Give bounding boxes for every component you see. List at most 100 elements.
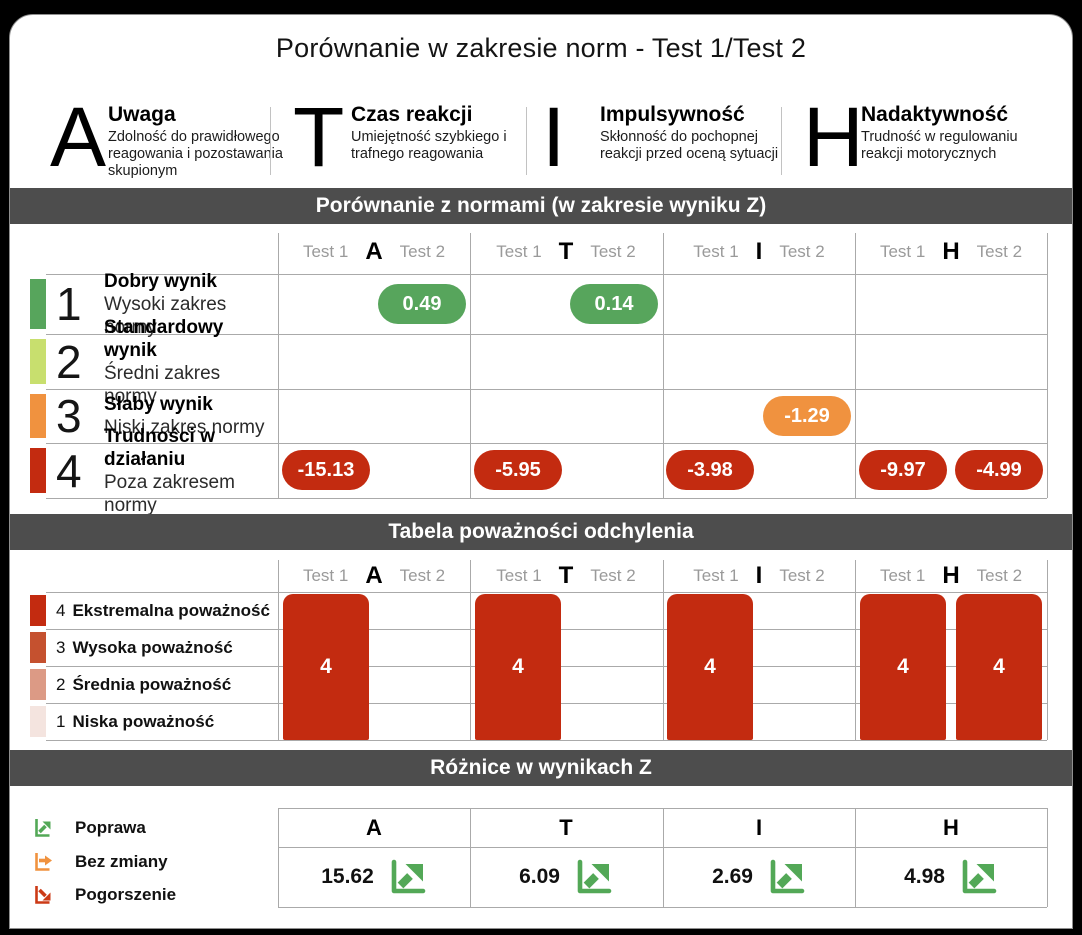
grid-line [278,847,1047,848]
severity-bar-h-test1: 4 [860,594,946,740]
diff-cell-t: 6.09 [470,848,662,906]
severity-bar-h-test2: 4 [956,594,1042,740]
norm-row-1: 1 Dobry wynik Wysoki zakres normy [10,271,278,338]
diff-value: 6.09 [519,865,560,888]
metric-header-hyperactivity: H Nadaktywność Trudność w regulowaniu re… [803,93,1041,195]
divider [781,107,782,175]
grid-line [663,808,664,907]
trend-up-icon [33,817,55,839]
diff-cell-i: 2.69 [663,848,855,906]
column-header-a: Test 1 A Test 2 [278,230,470,274]
severity-color-swatch [30,595,46,626]
band-number: 3 [56,390,82,442]
legend-improvement: Poprawa [33,816,146,840]
diff-value: 15.62 [321,865,374,888]
section-header-differences: Różnice w wynikach Z [10,750,1072,786]
column-letter: H [942,562,960,589]
legend-label: Pogorszenie [75,885,177,904]
metric-description: Zdolność do prawidłowego reagowania i po… [108,129,283,179]
column-header-h: Test 1 H Test 2 [855,560,1047,592]
grid-line [46,592,1047,593]
severity-row-1: 1 Niska poważność [10,703,278,740]
severity-bar-t-test1: 4 [475,594,561,740]
test1-label: Test 1 [879,242,926,261]
column-letter: I [755,562,763,589]
metric-name: Czas reakcji [351,103,473,126]
column-letter: T [558,562,574,589]
grid-line [46,740,1047,741]
column-letter: A [365,562,383,589]
norm-row-4: 4 Trudności w działaniu Poza zakresem no… [10,426,278,516]
grid-line [470,233,471,498]
norm-row-2: 2 Standardowy wynik Średni zakres normy [10,317,278,407]
severity-number: 3 [56,637,66,657]
severity-label: Niska poważność [72,711,215,731]
column-header-h: Test 1 H Test 2 [855,230,1047,274]
test1-label: Test 1 [879,566,926,585]
grid-line [470,808,471,907]
band-title: Standardowy wynik [104,316,224,361]
page-title: Porównanie w zakresie norm - Test 1/Test… [275,33,807,63]
test1-label: Test 1 [496,566,542,585]
band-number: 2 [56,335,82,388]
grid-line [278,560,279,740]
diff-value: 2.69 [712,865,753,888]
test2-label: Test 2 [779,566,825,585]
metric-description: Trudność w regulowaniu reakcji motoryczn… [861,129,1018,162]
severity-row-2: 2 Średnia poważność [10,666,278,703]
severity-color-swatch [30,632,46,663]
report-panel: Porównanie w zakresie norm - Test 1/Test… [9,14,1073,929]
norm-row-3: 3 Słaby wynik Niski zakres normy [10,389,278,443]
column-header-i: Test 1 I Test 2 [663,560,855,592]
pill-a-test1: -15.13 [282,450,370,490]
pill-a-test2: 0.49 [378,284,466,324]
pill-h-test2: -4.99 [955,450,1043,490]
band-color-swatch [30,339,46,384]
grid-line [46,443,1047,444]
test1-label: Test 1 [302,566,349,585]
metric-name: Impulsywność [600,103,745,126]
grid-line [663,560,664,740]
trend-up-icon [573,857,613,897]
grid-line [278,233,279,498]
grid-line [278,808,279,907]
grid-line [1047,808,1048,907]
diff-cell-h: 4.98 [855,848,1047,906]
diff-cell-a: 15.62 [278,848,470,906]
column-letter: A [365,238,383,265]
test2-label: Test 2 [976,566,1023,585]
band-number: 4 [56,444,82,497]
band-subtitle: Średni zakres normy [104,362,221,407]
section-header-norms: Porównanie z normami (w zakresie wyniku … [10,188,1072,224]
column-letter: I [755,238,763,265]
column-header-t: Test 1 T Test 2 [470,560,662,592]
grid-line [46,274,1047,275]
test1-label: Test 1 [302,242,349,261]
trend-flat-icon [33,851,55,873]
column-header-i: Test 1 I Test 2 [663,230,855,274]
grid-line [46,389,1047,390]
band-title: Słaby wynik [104,394,213,415]
legend-no-change: Bez zmiany [33,850,168,874]
grid-line [278,907,1047,908]
grid-line [663,233,664,498]
metric-description: Umiejętność szybkiego i trafnego reagowa… [351,129,507,162]
severity-label: Średnia poważność [72,674,232,694]
band-subtitle: Poza zakresem normy [104,471,235,516]
diff-header-a: A [366,815,382,840]
metric-header-impulsivity: I Impulsywność Skłonność do pochopnej re… [542,93,780,195]
severity-label: Wysoka poważność [72,637,233,657]
trend-up-icon [766,857,806,897]
test1-label: Test 1 [693,242,739,261]
severity-number: 4 [56,600,66,620]
column-header-t: Test 1 T Test 2 [470,230,662,274]
legend-label: Bez zmiany [75,852,168,871]
band-title: Dobry wynik [104,270,217,292]
trend-up-icon [387,857,427,897]
metric-name: Uwaga [108,103,176,126]
metric-name: Nadaktywność [861,103,1009,126]
pill-t-test1: -5.95 [474,450,562,490]
severity-number: 2 [56,674,66,694]
divider [526,107,527,175]
severity-label: Ekstremalna poważność [72,600,270,620]
